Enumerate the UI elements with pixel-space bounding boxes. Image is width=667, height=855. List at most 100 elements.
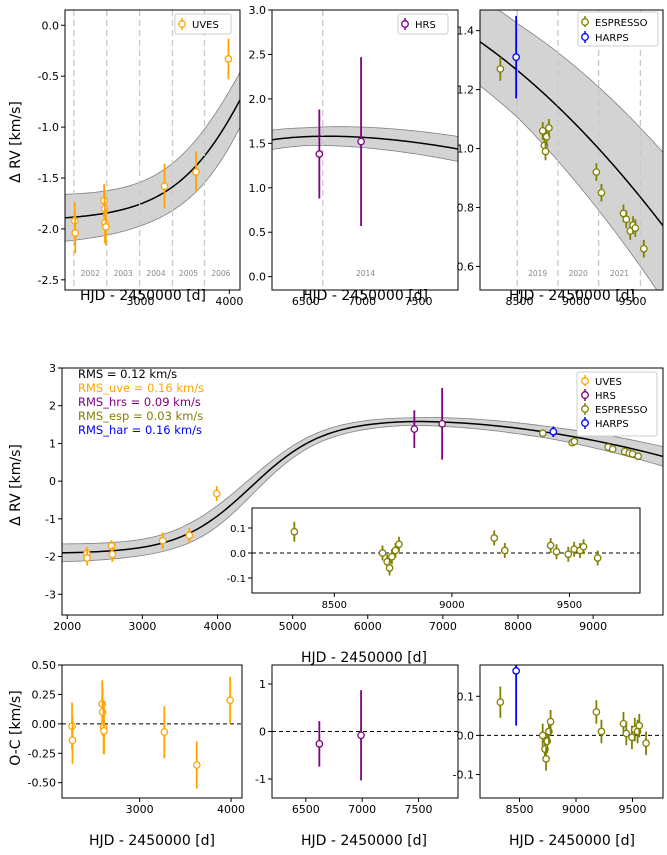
top-esp-xtick-label-1: 9000 [562,295,590,308]
top-esp-point-espresso-8 [597,188,606,197]
top-hrs-year-label-0: 2014 [356,269,375,278]
oc-uves-ytick-label-4: 0.50 [32,659,57,672]
top-esp-frame [479,9,664,291]
inset-point-espresso-15 [593,554,602,562]
oc-esp-point-espresso-7 [546,717,555,726]
inset-ytick-label-2: 0.1 [230,524,246,535]
main-ytick-label-3: 0 [49,475,56,488]
main-xtick-label-2: 4000 [204,620,232,633]
main-ytick-label-6: 3 [49,362,56,375]
top-hrs-xtick-label-0: 6500 [292,295,320,308]
oc-esp-point-harps-1 [512,667,520,675]
main-xtick-label-1: 3000 [128,620,156,633]
legend-main-espresso: ESPRESSO [595,405,648,416]
main-ylabel: Δ RV [km/s] [8,444,24,526]
oc-esp-frame [479,664,664,799]
main-point-espresso-12 [570,437,579,446]
main-point-harps-10 [549,427,558,436]
top-esp-year-label-2: 2021 [610,269,629,278]
top-esp-ytick-label-2: 1.0 [457,143,475,156]
top-uves-ytick-label-2: -1.5 [38,172,59,185]
oc-esp-xtick-label-1: 9000 [562,803,590,816]
oc-hrs-xtick-label-2: 7500 [405,803,433,816]
top-hrs-frame [271,9,459,291]
top-uves-xtick-label-0: 3000 [127,295,155,308]
oc-hrs-xtick-label-0: 6500 [292,803,320,816]
legend-top-hrs-label: HRS [415,20,436,31]
legend-main: UVES HRS ESPRESSO HARPS [576,371,658,437]
main-content [62,387,663,566]
main-xtick-label-4: 6000 [354,620,382,633]
main-xtick-label-3: 5000 [279,620,307,633]
panel-top-uves: 2002 2003 2004 2005 2006 3000 4000 -2.5 -2.0 -1.5… [38,9,243,308]
main-ytick-label-1: -2 [45,551,56,564]
top-hrs-content [272,10,458,290]
top-uves-point-uves-7 [192,168,200,176]
oc-ylabel: O-C [km/s] [8,690,24,765]
main-point-uves-4 [158,536,167,545]
oc-esp-point-espresso-16 [642,739,650,748]
inset-xtick-label-2: 9500 [557,600,582,611]
top-uves-point-uves-8 [224,55,233,63]
rms-uve: RMS_uve = 0.16 km/s [78,381,204,395]
top-uves-ytick-label-1: -2.0 [38,223,59,236]
main-point-espresso-14 [608,445,617,453]
oc-uves-frame [61,664,243,799]
main-xtick-label-5: 7000 [429,620,457,633]
panel-oc-hrs: 6500 7000 7500 -1 0 1 [255,664,459,816]
rms-all: RMS = 0.12 km/s [78,367,177,381]
top-esp-point-espresso-10 [622,215,631,224]
oc-esp-ytick-label-1: 0.0 [457,729,475,742]
top-esp-year-label-0: 2019 [528,269,547,278]
inset-ytick-label-1: 0.0 [230,549,246,560]
inset-point-espresso-11 [564,550,573,559]
main-point-uves-6 [212,489,221,498]
legend-main-hrs: HRS [595,391,616,402]
top-uves-confidence-band [65,72,240,242]
legend-main-harps: HARPS [595,419,629,430]
oc-esp-ytick-label-0: -0.1 [453,769,474,782]
oc-hrs-content [272,690,458,781]
panel-inset-residuals: 8500 9000 9500 -0.1 0.0 0.1 [226,507,641,611]
top-hrs-xtick-label-2: 7500 [405,295,433,308]
main-ytick-label-5: 2 [49,400,56,413]
oc-uves-point-uves-6 [160,728,169,736]
top-esp-point-espresso-13 [631,224,640,232]
legend-top-esp: ESPRESSO HARPS [577,11,659,47]
top-uves-year-label-1: 2003 [114,269,133,278]
top-ylabel: Δ RV [km/s] [8,101,24,183]
rms-hrs: RMS_hrs = 0.09 km/s [78,395,201,409]
oc-hrs-xlabel: HJD - 2450000 [d] [301,833,427,849]
top-uves-content [65,10,240,290]
top-esp-ytick-label-1: 0.8 [457,201,475,214]
top-esp-confidence-band [480,10,663,290]
top-hrs-ytick-label-0: 0.0 [249,271,267,284]
legend-top-esp-espresso: ESPRESSO [595,18,648,29]
top-hrs-xtick-label-1: 7000 [348,295,376,308]
main-xtick-label-7: 9000 [579,620,607,633]
legend-top-uves: UVES [174,13,232,35]
top-esp-point-harps-1 [512,53,520,62]
inset-frame [251,507,641,594]
oc-esp-point-espresso-4 [542,755,550,763]
oc-hrs-point-hrs-0 [315,739,324,748]
oc-esp-point-espresso-8 [592,708,601,716]
oc-uves-xlabel: HJD - 2450000 [d] [89,833,215,849]
legend-main-uves: UVES [595,377,622,388]
main-confidence-band [62,417,663,563]
oc-esp-point-espresso-0 [496,698,505,707]
inset-point-espresso-10 [552,547,561,556]
legend-top-uves-label: UVES [192,20,219,31]
top-esp-year-label-1: 2020 [569,269,588,278]
inset-xtick-label-1: 9000 [439,600,464,611]
top-uves-point-uves-6 [160,182,169,190]
top-esp-ytick-label-0: 0.6 [457,260,475,273]
top-hrs-ytick-label-2: 1.0 [249,182,267,195]
inset-content [252,521,640,576]
oc-esp-point-espresso-15 [635,721,644,730]
inset-point-espresso-4 [388,552,396,561]
main-point-hrs-8 [438,419,446,428]
top-esp-xtick-label-0: 8500 [506,295,534,308]
oc-uves-ytick-label-2: 0.00 [32,718,57,731]
top-esp-point-espresso-14 [639,244,648,253]
